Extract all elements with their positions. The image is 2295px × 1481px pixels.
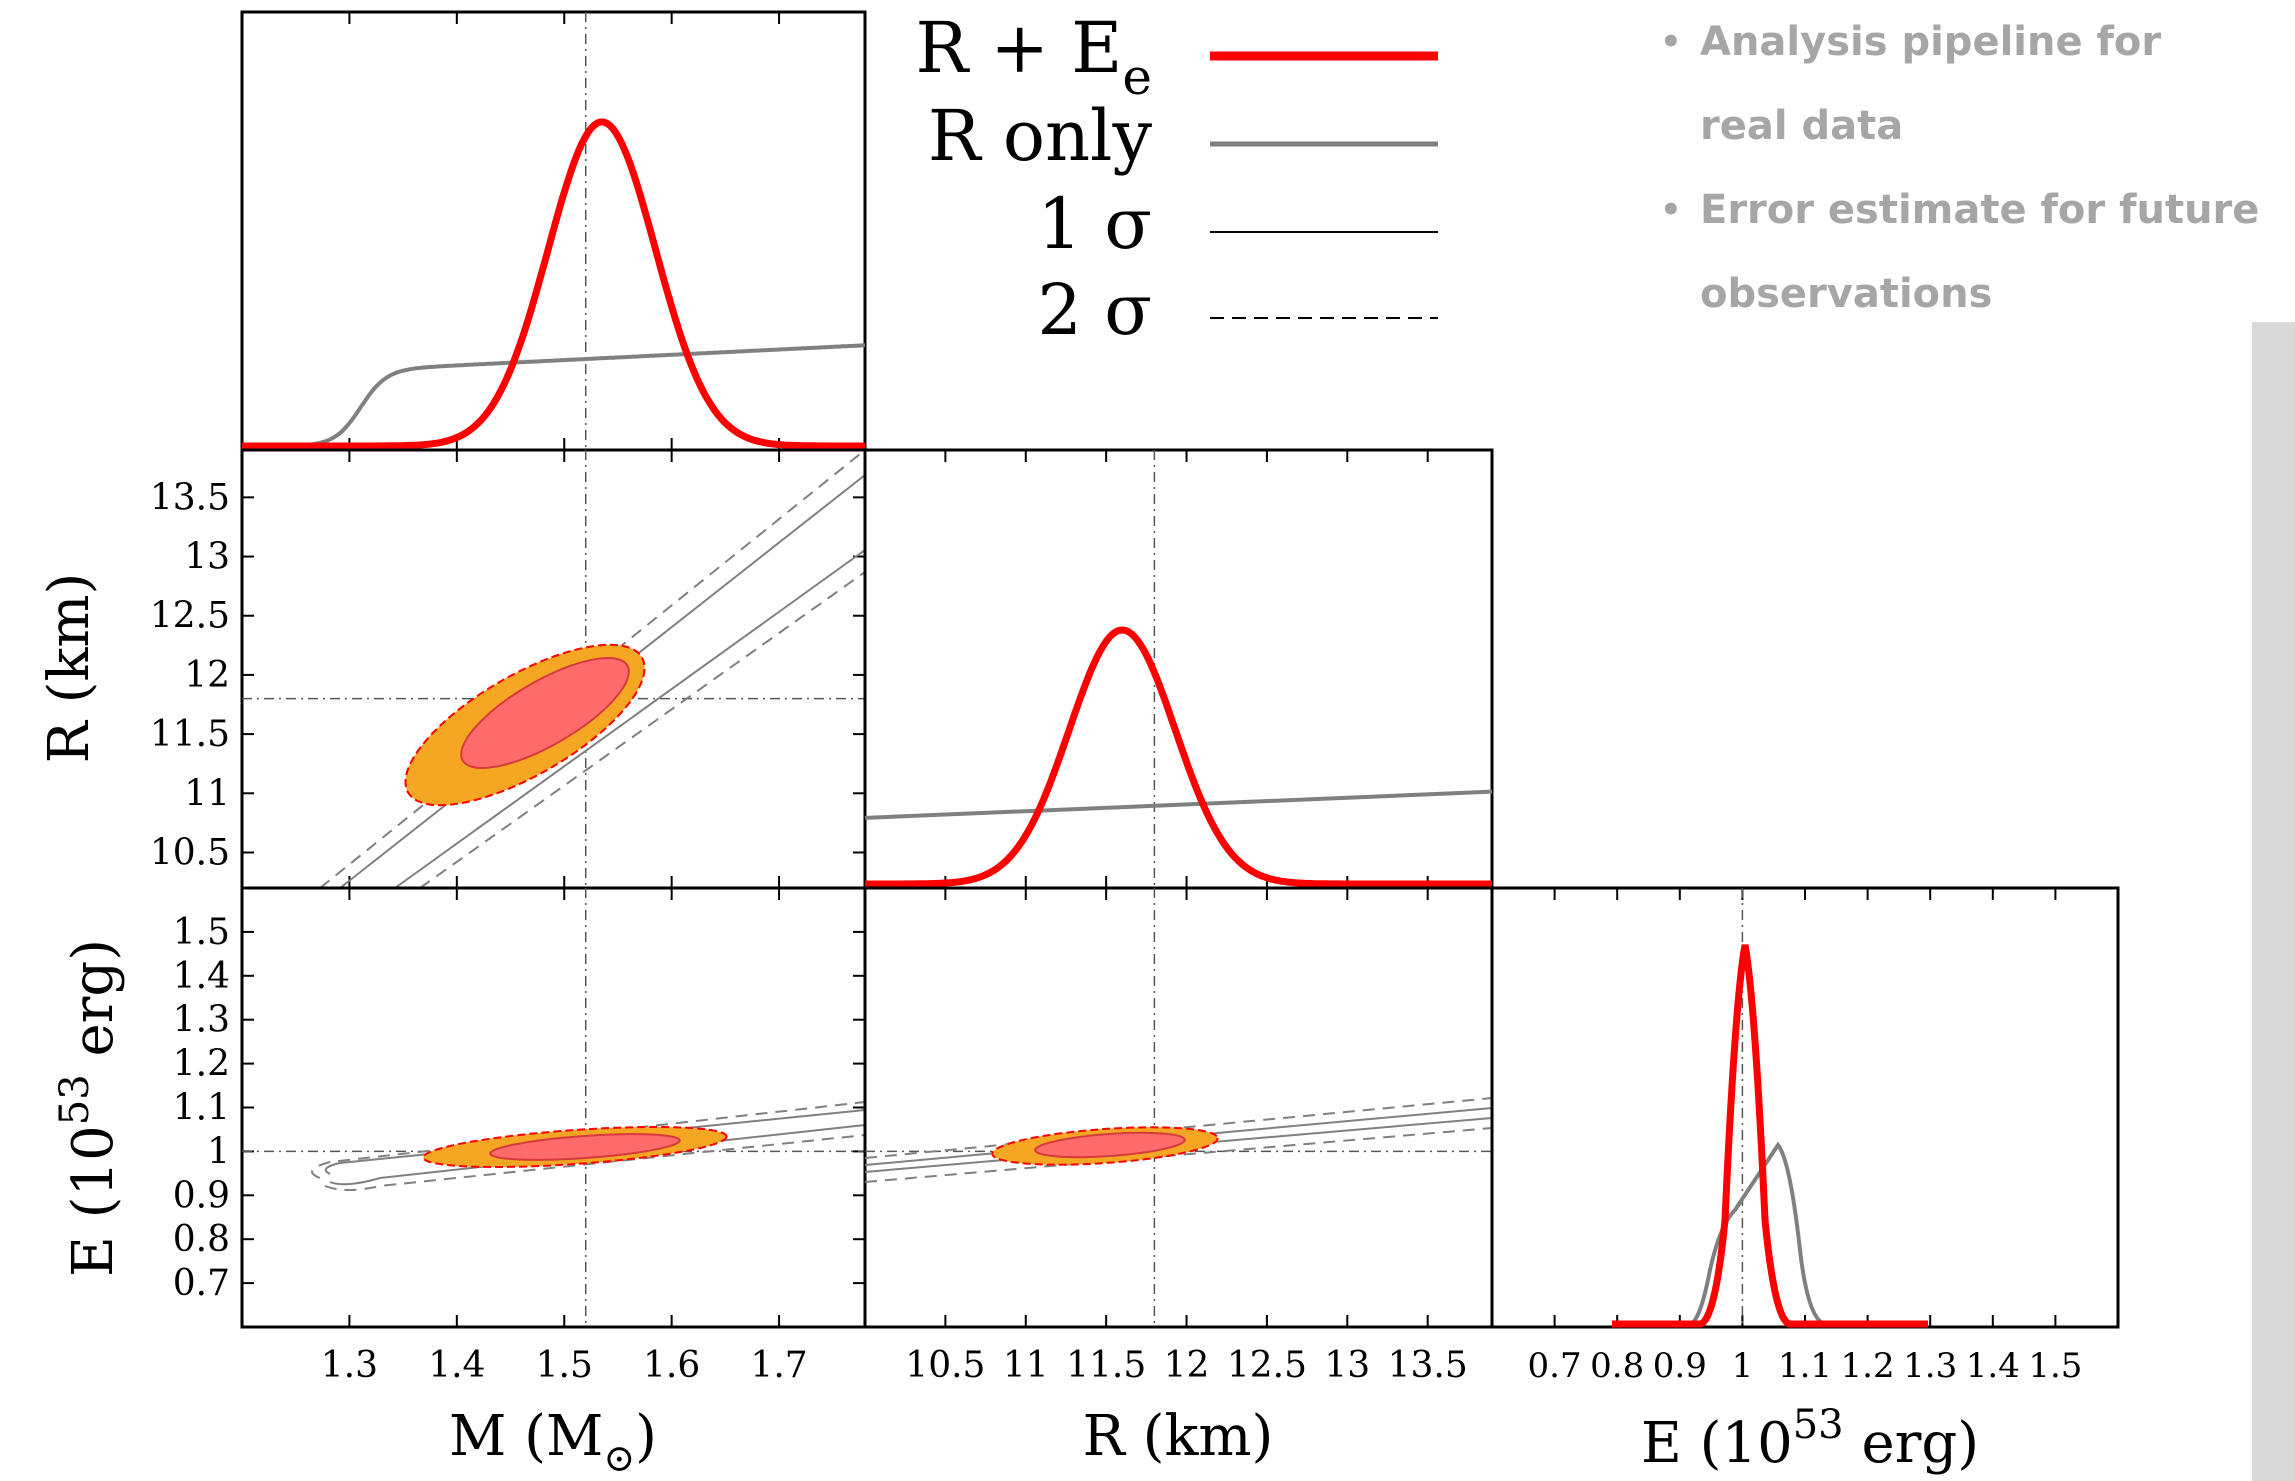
y-tick-label: 1.1 [173, 1088, 230, 1129]
legend-label: 2 σ [1037, 269, 1152, 351]
bullet-item: • Error estimate for future observations [1660, 168, 2260, 336]
y-tick-label: 11.5 [150, 714, 230, 755]
M-marginal-R-only-line [242, 343, 866, 448]
E-marginal-R-plus-E-line [1612, 944, 1928, 1328]
y-tick-label: 13 [184, 537, 230, 578]
y-tick-label: 1.3 [173, 1000, 230, 1041]
x-axis-label-E: E (1053 erg) [1641, 1402, 1979, 1476]
y-tick-label: 12 [184, 655, 230, 696]
y-tick-label: 0.7 [173, 1263, 230, 1304]
ME-R-only-contour [329, 1124, 866, 1186]
y-tick-label: 11 [184, 773, 230, 814]
panel-frame-ME [240, 886, 867, 1329]
y-tick-label: 13.5 [150, 477, 230, 518]
RE-1sigma-region [1034, 1131, 1186, 1159]
x-tick-label: 1 [1732, 1346, 1754, 1386]
x-tick-label: 0.8 [1590, 1346, 1644, 1386]
x-tick-label: 1.4 [428, 1345, 485, 1386]
panel-frame-E-marginal [1490, 886, 2120, 1329]
ME-R-only-contour [324, 1109, 866, 1175]
RE-R-only-contour [864, 1127, 1493, 1183]
bullet-dot: • [1660, 22, 1682, 62]
x-tick-label: 12.5 [1227, 1345, 1307, 1386]
y-tick-label: 1 [207, 1131, 230, 1172]
legend-label: R + Ee [915, 7, 1152, 106]
x-tick-label: 1.5 [2028, 1346, 2082, 1386]
bullet-list: • Analysis pipeline for real data • Error … [1660, 0, 2260, 336]
x-tick-label: 0.7 [1528, 1346, 1582, 1386]
x-axis-label-M: M (M⊙) [449, 1404, 657, 1480]
x-tick-label: 13.5 [1388, 1345, 1468, 1386]
y-tick-label: 0.9 [173, 1175, 230, 1216]
x-tick-label: 1.3 [1903, 1346, 1957, 1386]
R-marginal-R-plus-E-line [865, 626, 1492, 888]
legend-label: R only [928, 95, 1153, 177]
y-tick-label: 0.8 [173, 1219, 230, 1260]
ME-1sigma-region [489, 1133, 681, 1161]
y-tick-label: 1.4 [173, 956, 230, 997]
MR-R-only-contour [419, 571, 866, 889]
bullet-dot: • [1660, 190, 1682, 230]
bullet-item: • Analysis pipeline for real data [1660, 0, 2260, 168]
x-tick-label: 1.7 [750, 1345, 807, 1386]
bullet-text: Error estimate for future observations [1700, 187, 2260, 317]
x-tick-label: 1.6 [643, 1345, 700, 1386]
y-tick-label: 1.2 [173, 1044, 230, 1085]
panel-frame-RE [863, 886, 1494, 1329]
E-marginal-R-only-line [1612, 1141, 1928, 1326]
x-tick-label: 10.5 [905, 1345, 985, 1386]
ME-R-only-contour [311, 1101, 866, 1179]
y-tick-label: 1.5 [173, 912, 230, 953]
x-tick-label: 1.1 [1778, 1346, 1832, 1386]
x-tick-label: 1.5 [536, 1345, 593, 1386]
y-axis-label-R: R (km) [37, 573, 102, 764]
legend-label: 1 σ [1037, 183, 1152, 265]
ME-R-only-contour [324, 1134, 866, 1191]
x-tick-label: 1.2 [1841, 1346, 1895, 1386]
y-axis-label-E: E (1053 erg) [52, 939, 126, 1277]
y-tick-label: 12.5 [150, 596, 230, 637]
MR-1sigma-region [460, 657, 630, 769]
x-tick-label: 1.4 [1966, 1346, 2020, 1386]
MR-R-only-contour [394, 549, 866, 889]
RE-R-only-contour [864, 1097, 1493, 1159]
bullet-text: Analysis pipeline for real data [1700, 19, 2162, 149]
x-tick-label: 13 [1324, 1345, 1370, 1386]
x-tick-label: 11 [1003, 1345, 1049, 1386]
panel-frame-R-marginal [863, 448, 1494, 890]
M-marginal-R-plus-E-line [242, 118, 865, 450]
R-marginal-R-only-line [864, 789, 1493, 820]
scrollbar-track[interactable] [2252, 322, 2295, 1481]
x-tick-label: 11.5 [1066, 1345, 1146, 1386]
x-tick-label: 1.3 [321, 1345, 378, 1386]
x-tick-label: 0.9 [1653, 1346, 1707, 1386]
x-tick-label: 12 [1164, 1345, 1210, 1386]
x-axis-label-R: R (km) [1083, 1404, 1274, 1469]
y-tick-label: 10.5 [150, 832, 230, 873]
